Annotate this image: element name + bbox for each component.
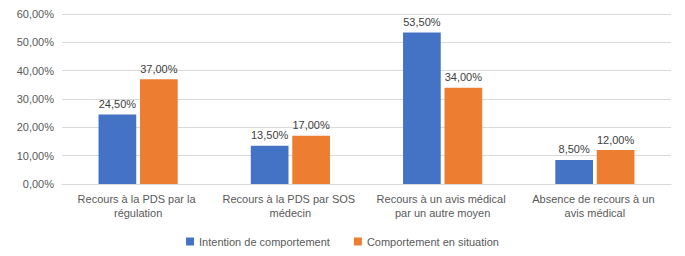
svg-text:Comportement en situation: Comportement en situation xyxy=(367,236,499,248)
svg-text:avis médical: avis médical xyxy=(565,207,626,219)
svg-text:12,00%: 12,00% xyxy=(597,134,635,146)
svg-text:Recours à la PDS par la: Recours à la PDS par la xyxy=(78,193,199,205)
svg-text:50,00%: 50,00% xyxy=(17,36,55,48)
svg-text:Recours à la PDS par SOS: Recours à la PDS par SOS xyxy=(223,193,359,205)
svg-text:médecin: médecin xyxy=(270,207,312,219)
svg-text:53,50%: 53,50% xyxy=(403,16,441,28)
svg-text:37,00%: 37,00% xyxy=(140,63,178,75)
svg-text:10,00%: 10,00% xyxy=(17,150,55,162)
svg-text:Recours à un avis médical: Recours à un avis médical xyxy=(377,193,509,205)
svg-text:0,00%: 0,00% xyxy=(23,178,54,190)
svg-text:par un autre moyen: par un autre moyen xyxy=(395,207,490,219)
svg-text:20,00%: 20,00% xyxy=(17,121,55,133)
svg-text:34,00%: 34,00% xyxy=(445,71,483,83)
svg-text:Absence de recours à un: Absence de recours à un xyxy=(532,193,657,205)
svg-text:8,50%: 8,50% xyxy=(559,143,590,155)
svg-text:régulation: régulation xyxy=(114,207,162,219)
svg-text:40,00%: 40,00% xyxy=(17,65,55,77)
svg-text:17,00%: 17,00% xyxy=(292,119,330,131)
svg-text:30,00%: 30,00% xyxy=(17,93,55,105)
svg-text:Intention de comportement: Intention de comportement xyxy=(199,236,330,248)
svg-text:24,50%: 24,50% xyxy=(99,98,137,110)
svg-text:60,00%: 60,00% xyxy=(17,8,55,20)
svg-text:13,50%: 13,50% xyxy=(251,129,289,141)
